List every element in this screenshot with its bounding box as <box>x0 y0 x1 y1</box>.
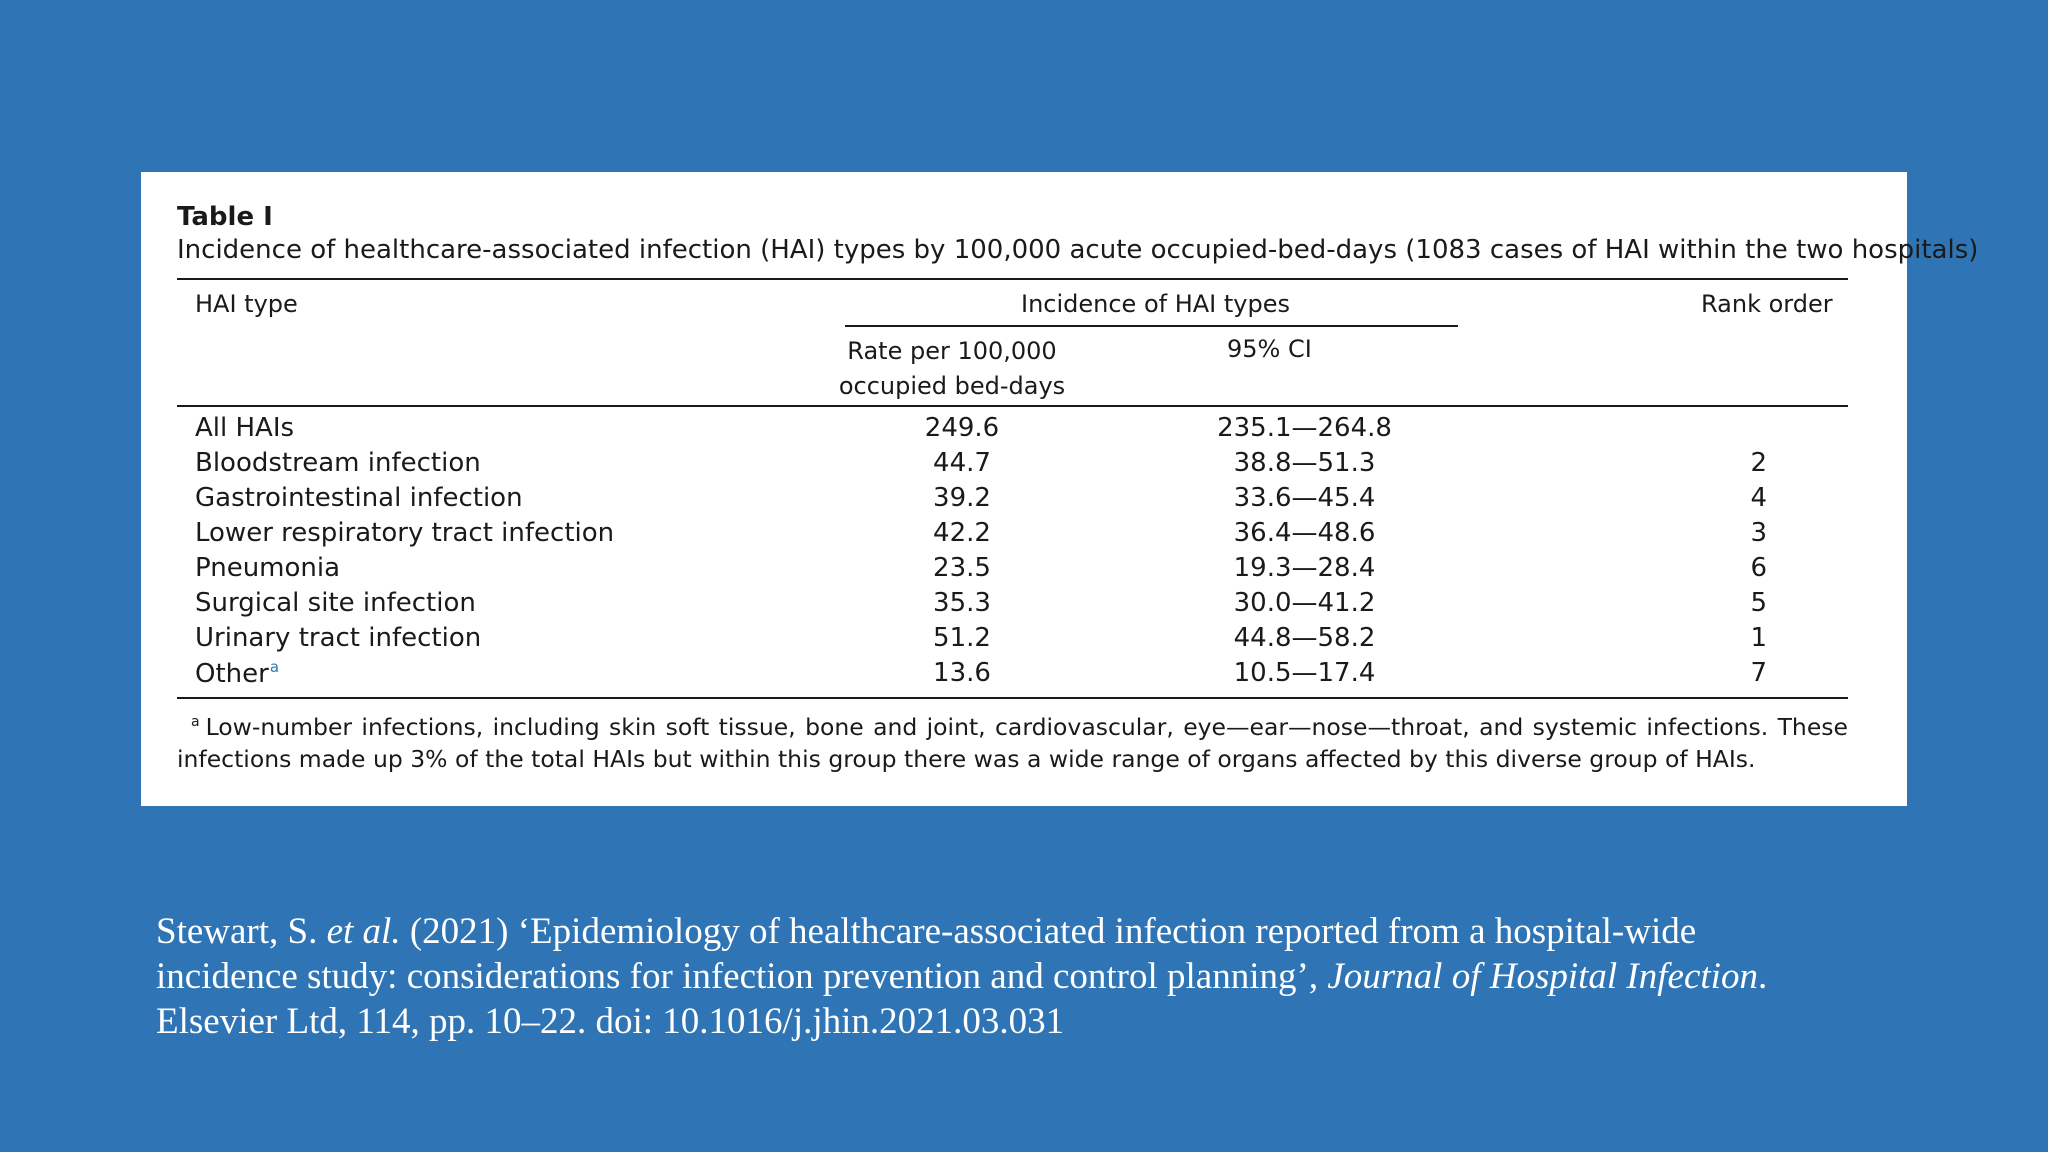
cell-ci: 44.8—58.2 <box>1233 623 1376 653</box>
header-rate: Rate per 100,000 occupied bed-days <box>838 337 1066 400</box>
citation-line-1: Stewart, S. et al. (2021) ‘Epidemiology … <box>156 909 1936 954</box>
citation-et-al: et al. <box>326 911 401 952</box>
cell-hai-type: Urinary tract infection <box>195 623 482 653</box>
table-row: Gastrointestinal infection 39.2 33.6—45.… <box>177 481 1848 516</box>
citation-period: . <box>1757 956 1768 997</box>
header-rule <box>177 405 1848 407</box>
table-row: Pneumonia 23.5 19.3—28.4 6 <box>177 551 1848 586</box>
cell-rank: 6 <box>1750 553 1767 583</box>
cell-hai-type: Pneumonia <box>195 553 341 583</box>
table-row: Othera 13.6 10.5—17.4 7 <box>177 656 1848 691</box>
cell-ci: 10.5—17.4 <box>1233 658 1376 688</box>
table-label: Table I <box>177 202 273 232</box>
header-rank-order: Rank order <box>1701 290 1833 318</box>
cell-ci: 33.6—45.4 <box>1233 483 1376 513</box>
cell-hai-type-text: Other <box>195 659 269 689</box>
cell-hai-type: Gastrointestinal infection <box>195 483 523 513</box>
citation: Stewart, S. et al. (2021) ‘Epidemiology … <box>156 909 1936 1044</box>
cell-rate: 35.3 <box>933 588 991 618</box>
citation-title-end: incidence study: considerations for infe… <box>156 956 1328 997</box>
bottom-rule <box>177 697 1848 699</box>
table-caption: Incidence of healthcare-associated infec… <box>177 235 1979 265</box>
cell-ci: 30.0—41.2 <box>1233 588 1376 618</box>
cell-rank: 3 <box>1750 518 1767 548</box>
cell-rank: 4 <box>1750 483 1767 513</box>
citation-title-start: (2021) ‘Epidemiology of healthcare-assoc… <box>400 911 1697 952</box>
table-body: All HAIs 249.6 235.1—264.8 Bloodstream i… <box>177 411 1848 691</box>
cell-rate: 23.5 <box>933 553 991 583</box>
cell-rate: 44.7 <box>933 448 991 478</box>
cell-rank: 7 <box>1750 658 1767 688</box>
cell-rank: 1 <box>1750 623 1767 653</box>
table-row: All HAIs 249.6 235.1—264.8 <box>177 411 1848 446</box>
table-row: Surgical site infection 35.3 30.0—41.2 5 <box>177 586 1848 621</box>
cell-rate: 39.2 <box>933 483 991 513</box>
table-row: Lower respiratory tract infection 42.2 3… <box>177 516 1848 551</box>
citation-journal: Journal of Hospital Infection <box>1327 956 1758 997</box>
cell-rate: 51.2 <box>933 623 991 653</box>
footnote-marker: a <box>191 714 200 730</box>
footnote-link[interactable]: a <box>269 658 280 676</box>
table-footnote: a Low-number infections, including skin s… <box>177 706 1848 775</box>
cell-rate: 13.6 <box>933 658 991 688</box>
cell-ci: 36.4—48.6 <box>1233 518 1376 548</box>
header-hai-type: HAI type <box>195 290 298 318</box>
incidence-group-rule <box>845 325 1458 327</box>
cell-ci: 19.3—28.4 <box>1233 553 1376 583</box>
header-ci: 95% CI <box>1227 335 1312 363</box>
cell-hai-type: All HAIs <box>195 413 295 443</box>
footnote-text: Low-number infections, including skin so… <box>177 713 1848 773</box>
cell-hai-type: Othera <box>195 658 279 689</box>
cell-hai-type: Lower respiratory tract infection <box>195 518 615 548</box>
top-rule <box>177 278 1848 280</box>
cell-rank: 5 <box>1750 588 1767 618</box>
cell-ci: 235.1—264.8 <box>1217 413 1392 443</box>
table-panel: Table I Incidence of healthcare-associat… <box>141 172 1978 806</box>
cell-rate: 42.2 <box>933 518 991 548</box>
cell-hai-type: Bloodstream infection <box>195 448 481 478</box>
citation-line-2: incidence study: considerations for infe… <box>156 954 1936 999</box>
citation-authors: Stewart, S. <box>156 911 327 952</box>
cell-rank: 2 <box>1750 448 1767 478</box>
citation-line-3: Elsevier Ltd, 114, pp. 10–22. doi: 10.10… <box>156 1001 1065 1042</box>
header-incidence-group: Incidence of HAI types <box>1021 290 1291 318</box>
cell-hai-type: Surgical site infection <box>195 588 476 618</box>
cell-ci: 38.8—51.3 <box>1233 448 1376 478</box>
cell-rate: 249.6 <box>924 413 1000 443</box>
table-row: Bloodstream infection 44.7 38.8—51.3 2 <box>177 446 1848 481</box>
table-row: Urinary tract infection 51.2 44.8—58.2 1 <box>177 621 1848 656</box>
